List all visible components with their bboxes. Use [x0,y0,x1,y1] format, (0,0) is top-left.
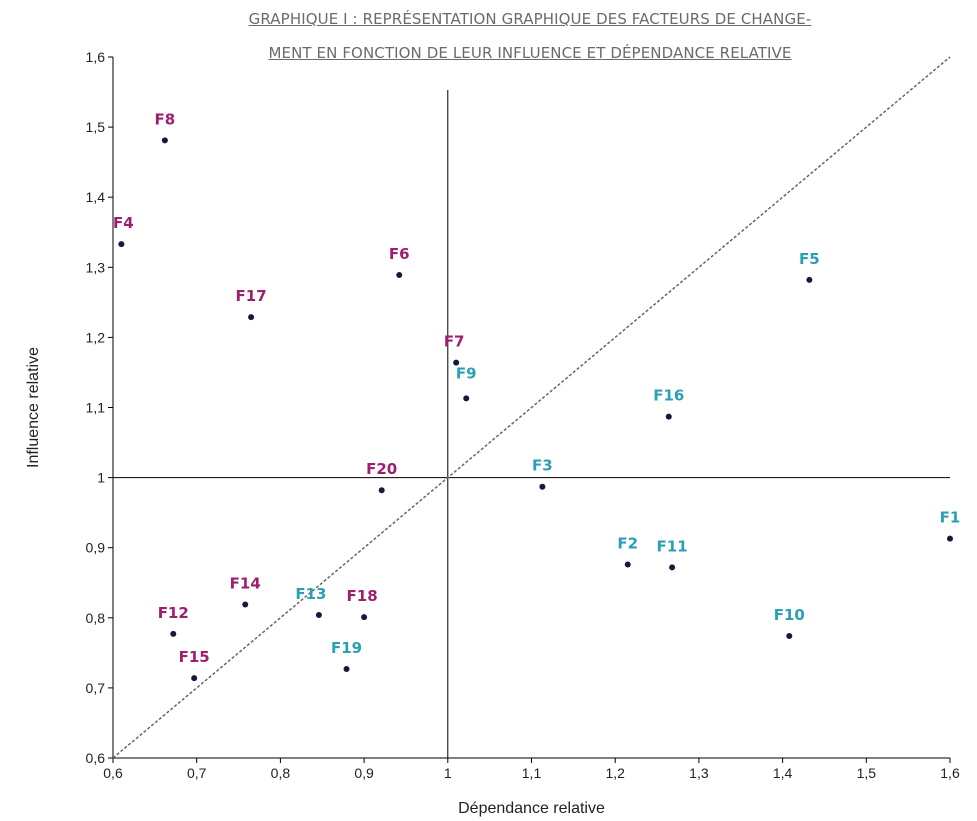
y-tick-label: 0,9 [86,540,106,556]
data-point-f1 [947,535,953,542]
x-tick-label: 1,6 [940,765,960,781]
y-tick-label: 1,5 [86,119,106,135]
data-point-labels: F1 F2 F3 F4 F5 F6 F7 F8 F9 F10 F11 F12 F13 F14 F15 F16 F… [113,110,960,666]
data-label-f3: F3 [532,457,553,475]
x-tick-label: 1,5 [857,765,877,781]
data-point-f20 [378,487,385,494]
chart-title-line-2: MENT EN FONCTION DE LEUR INFLUENCE ET DÉ… [268,44,792,62]
data-point-f19 [343,665,350,672]
y-tick-label: 0,8 [86,610,106,626]
x-tick-label: 0,9 [354,765,374,781]
data-point-f17 [248,314,255,321]
x-tick-label: 0,8 [271,765,291,781]
chart-title-line-1: GRAPHIQUE I : REPRÉSENTATION GRAPHIQUE D… [248,10,812,28]
y-tick-label: 1,2 [86,329,106,345]
y-tick-label: 1,4 [86,189,106,205]
data-point-f18 [361,614,368,621]
x-tick-label: 0,7 [187,765,207,781]
y-axis-label: Influence relative [25,347,42,468]
x-tick-label: 1,4 [773,765,793,781]
y-tick-labels: 0,6 0,7 0,8 0,9 1 1,1 1,2 1,3 1,4 1,5 1,6 [86,49,113,766]
data-point-f4 [118,241,125,248]
data-label-f13: F13 [295,585,326,603]
data-point-f5 [806,276,813,283]
y-tick-label: 1,3 [86,259,106,275]
data-point-f10 [786,633,793,640]
data-label-f8: F8 [155,110,176,128]
data-label-f2: F2 [617,535,638,553]
data-point-f8 [161,137,168,144]
data-point-f14 [242,601,249,608]
data-label-f7: F7 [444,333,465,351]
data-points [118,137,953,682]
data-label-f11: F11 [657,537,688,555]
y-tick-label: 1,1 [86,400,106,416]
data-label-f14: F14 [230,574,261,592]
x-tick-label: 0,6 [103,765,123,781]
data-label-f19: F19 [331,639,362,657]
data-label-f5: F5 [799,250,820,268]
axes [112,56,951,759]
data-label-f6: F6 [389,245,410,263]
y-tick-label: 1 [97,470,105,486]
data-point-f6 [396,272,403,279]
data-label-f16: F16 [653,387,684,405]
x-tick-label: 1,2 [605,765,625,781]
x-tick-label: 1,3 [689,765,709,781]
x-axis-label: Dépendance relative [458,800,605,817]
y-tick-label: 0,7 [86,680,106,696]
data-label-f10: F10 [774,606,805,624]
data-point-f2 [624,561,631,568]
data-label-f9: F9 [456,364,477,382]
data-label-f20: F20 [366,460,397,478]
data-point-f7 [453,359,460,366]
x-tick-label: 1 [444,765,452,781]
data-point-f3 [539,483,546,490]
data-point-f13 [315,611,322,618]
data-label-f15: F15 [179,648,210,666]
data-label-f18: F18 [347,587,378,605]
x-tick-labels: 0,6 0,7 0,8 0,9 1 1,1 1,2 1,3 1,4 1,5 1,6 [103,758,960,781]
reference-line-diagonal [112,56,951,759]
x-tick-label: 1,1 [522,765,542,781]
data-label-f12: F12 [158,604,189,622]
data-label-f1: F1 [940,509,961,527]
y-tick-label: 1,6 [86,49,106,65]
data-point-f15 [191,675,198,682]
data-label-f4: F4 [113,214,134,232]
data-label-f17: F17 [236,287,267,305]
data-point-f11 [669,564,676,571]
y-tick-label: 0,6 [86,750,106,766]
data-point-f9 [463,395,470,402]
data-point-f16 [665,413,672,420]
data-point-f12 [170,630,177,637]
